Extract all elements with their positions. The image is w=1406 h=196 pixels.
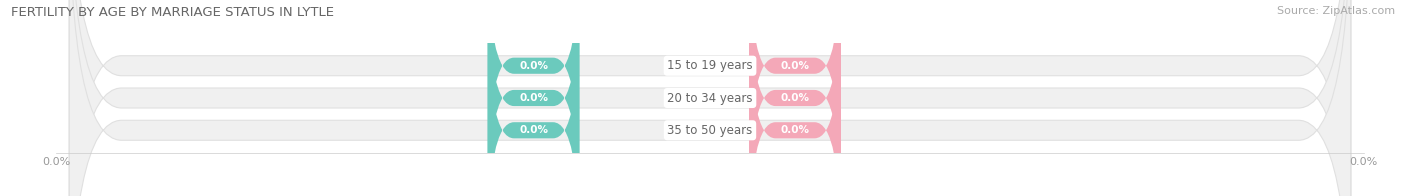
Text: 0.0%: 0.0% (519, 61, 548, 71)
Text: 0.0%: 0.0% (780, 125, 810, 135)
FancyBboxPatch shape (69, 0, 1351, 196)
FancyBboxPatch shape (749, 0, 841, 187)
Text: 0.0%: 0.0% (780, 61, 810, 71)
Text: 35 to 50 years: 35 to 50 years (668, 124, 752, 137)
Text: 0.0%: 0.0% (519, 125, 548, 135)
Text: 0.0%: 0.0% (780, 93, 810, 103)
FancyBboxPatch shape (488, 0, 579, 187)
FancyBboxPatch shape (488, 9, 579, 196)
Text: Source: ZipAtlas.com: Source: ZipAtlas.com (1277, 6, 1395, 16)
FancyBboxPatch shape (488, 0, 579, 196)
FancyBboxPatch shape (69, 0, 1351, 196)
Text: 0.0%: 0.0% (519, 93, 548, 103)
Text: 20 to 34 years: 20 to 34 years (668, 92, 752, 104)
FancyBboxPatch shape (69, 0, 1351, 196)
Text: 15 to 19 years: 15 to 19 years (668, 59, 752, 72)
FancyBboxPatch shape (749, 9, 841, 196)
FancyBboxPatch shape (749, 0, 841, 196)
Text: FERTILITY BY AGE BY MARRIAGE STATUS IN LYTLE: FERTILITY BY AGE BY MARRIAGE STATUS IN L… (11, 6, 335, 19)
